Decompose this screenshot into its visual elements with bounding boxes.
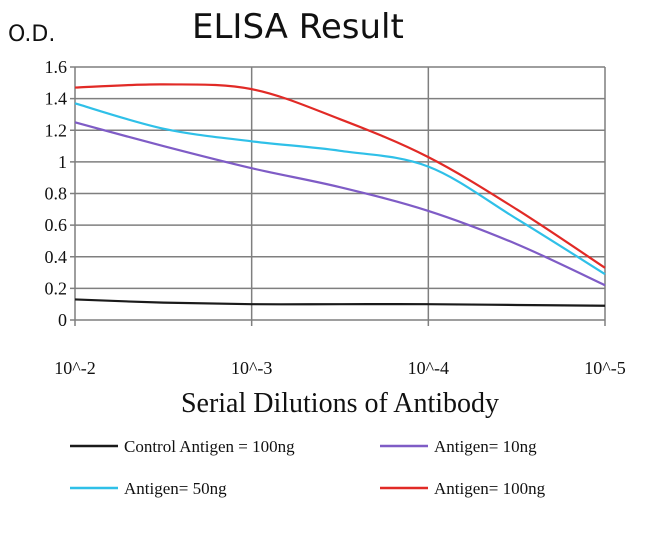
x-tick-label: 10^-5 <box>584 358 625 378</box>
y-tick-label: 1 <box>58 152 67 172</box>
y-tick-label: 1.6 <box>45 57 68 77</box>
y-tick-label: 1.4 <box>45 89 68 109</box>
chart-title: ELISA Result <box>192 7 404 47</box>
series-line-1 <box>74 298 606 307</box>
legend-label-4: Antigen= 100ng <box>434 479 546 498</box>
legend-label-2: Antigen= 10ng <box>434 437 537 456</box>
y-axis-label: O.D. <box>8 22 55 47</box>
legend: Control Antigen = 100ng Antigen= 10ng Anti… <box>70 437 546 498</box>
x-tick-label: 10^-2 <box>54 358 95 378</box>
x-tick-label: 10^-4 <box>408 358 449 378</box>
legend-label-1: Control Antigen = 100ng <box>124 437 295 456</box>
series-line-3 <box>74 102 606 276</box>
series-line-2 <box>74 121 606 287</box>
x-tick-label: 10^-3 <box>231 358 272 378</box>
series-line-4 <box>74 83 606 269</box>
plot-area: 0 0.2 0.4 0.6 0.8 1 1.2 1.4 1.6 10^-2 10^-3 10^-4 10… <box>45 57 626 378</box>
legend-label-3: Antigen= 50ng <box>124 479 227 498</box>
y-tick-label: 0.4 <box>45 247 68 267</box>
y-tick-label: 0.2 <box>45 278 68 298</box>
y-tick-label: 1.2 <box>45 120 68 140</box>
y-tick-label: 0.8 <box>45 184 68 204</box>
y-tick-label: 0 <box>58 310 67 330</box>
x-axis-label: Serial Dilutions of Antibody <box>181 388 499 419</box>
y-tick-label: 0.6 <box>45 215 68 235</box>
